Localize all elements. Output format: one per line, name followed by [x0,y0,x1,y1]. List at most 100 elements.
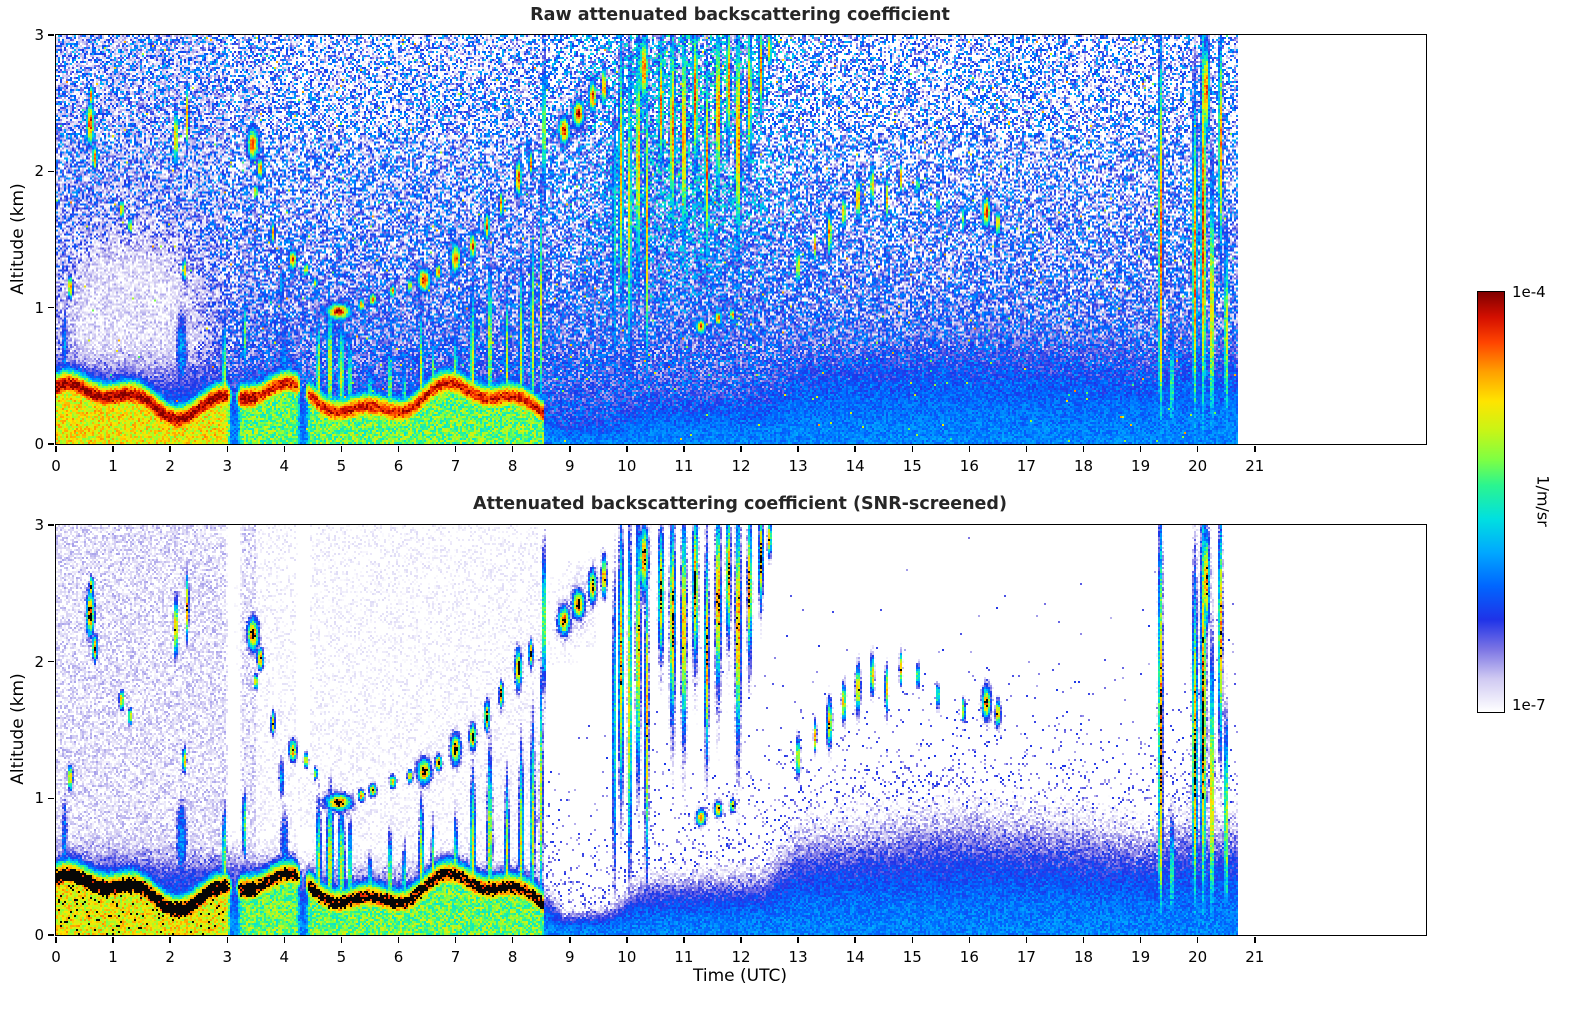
x-tick-label: 4 [279,457,290,475]
y-tick-mark [48,660,54,663]
x-tick-label: 21 [1245,457,1265,475]
x-tick-mark [1025,446,1028,452]
x-tick-label: 14 [845,948,865,966]
x-tick-label: 13 [788,457,808,475]
y-tick-label: 3 [34,26,44,44]
x-tick-mark [226,937,228,943]
y-tick-label: 1 [34,789,44,808]
x-tick-mark [397,446,400,452]
x-tick-label: 20 [1188,948,1208,966]
x-tick-label: 7 [450,948,461,966]
x-tick-label: 8 [507,457,518,475]
x-tick-label: 2 [165,948,175,966]
x-tick-mark [1082,446,1085,452]
x-tick-mark [1196,446,1199,452]
x-tick-mark [1196,937,1199,943]
y-tick-mark [48,443,54,445]
x-tick-label: 8 [507,948,518,966]
y-tick-mark [48,34,54,36]
y-tick-mark [48,797,54,800]
x-tick-label: 15 [902,948,922,966]
y-tick-mark [48,306,54,309]
x-tick-mark [740,446,742,452]
x-tick-mark [626,937,628,943]
x-tick-label: 10 [617,457,637,475]
x-tick-label: 16 [959,948,979,966]
y-tick-mark [48,524,54,526]
x-tick-label: 17 [1016,948,1036,966]
x-tick-mark [340,937,343,943]
x-tick-label: 20 [1188,457,1208,475]
x-tick-mark [1139,937,1142,943]
x-tick-label: 0 [51,457,61,475]
x-tick-label: 11 [674,457,694,475]
x-tick-mark [683,446,685,452]
x-tick-mark [226,446,228,452]
x-tick-mark [55,446,57,452]
x-tick-mark [911,937,913,943]
x-tick-mark [283,446,286,452]
x-tick-mark [1025,937,1028,943]
heatmap-canvas-screened [56,525,1426,935]
x-tick-mark [968,446,971,452]
x-tick-mark [626,446,628,452]
y-tick-mark [48,934,54,936]
y-tick-label: 2 [34,652,44,671]
x-tick-mark [397,937,400,943]
x-tick-mark [1139,446,1142,452]
x-tick-mark [854,446,856,452]
x-tick-mark [797,446,799,452]
x-tick-mark [968,937,971,943]
x-tick-mark [1254,937,1256,943]
panel-title-screened: Attenuated backscattering coefficient (S… [473,494,1007,514]
x-axis-label: Time (UTC) [693,966,787,986]
x-tick-mark [569,446,571,452]
x-tick-mark [683,937,685,943]
x-tick-mark [112,446,114,452]
y-tick-label: 0 [34,435,44,453]
x-tick-mark [454,937,457,943]
colorbar-min-label: 1e-7 [1512,696,1546,714]
x-tick-label: 10 [617,948,637,966]
x-tick-label: 0 [51,948,61,966]
x-tick-label: 3 [222,457,233,475]
x-tick-mark [511,446,514,452]
x-tick-mark [340,446,343,452]
x-tick-label: 9 [564,948,575,966]
x-tick-label: 13 [788,948,808,966]
x-tick-label: 5 [336,948,347,966]
x-tick-label: 1 [108,948,118,966]
x-tick-mark [569,937,571,943]
y-tick-label: 2 [34,162,44,181]
colorbar [1477,291,1505,713]
y-axis-label-text: Altitude (km) [8,673,28,785]
x-tick-mark [283,937,286,943]
x-tick-label: 19 [1131,948,1151,966]
x-tick-mark [1082,937,1085,943]
x-tick-mark [911,446,913,452]
x-tick-mark [1254,446,1256,452]
y-tick-label: 0 [34,926,44,944]
x-tick-label: 12 [731,457,751,475]
x-tick-mark [55,937,57,943]
x-tick-mark [511,937,514,943]
x-tick-label: 2 [165,457,175,475]
colorbar-max-label: 1e-4 [1512,283,1546,301]
y-tick-label: 1 [34,298,44,317]
x-tick-mark [454,446,457,452]
x-tick-label: 6 [393,948,404,966]
heatmap-canvas-raw [56,35,1426,444]
x-tick-mark [854,937,856,943]
colorbar-gradient [1478,292,1504,712]
colorbar-unit-text: 1/m/sr [1533,475,1553,527]
panel-title-raw: Raw attenuated backscattering coefficien… [530,5,950,25]
x-tick-mark [112,937,114,943]
x-tick-mark [169,446,171,452]
x-tick-label: 12 [731,948,751,966]
x-tick-label: 14 [845,457,865,475]
y-axis-label-text: Altitude (km) [8,183,28,295]
x-tick-label: 18 [1073,948,1094,966]
x-tick-label: 5 [336,457,347,475]
x-tick-label: 9 [564,457,575,475]
x-tick-mark [797,937,799,943]
